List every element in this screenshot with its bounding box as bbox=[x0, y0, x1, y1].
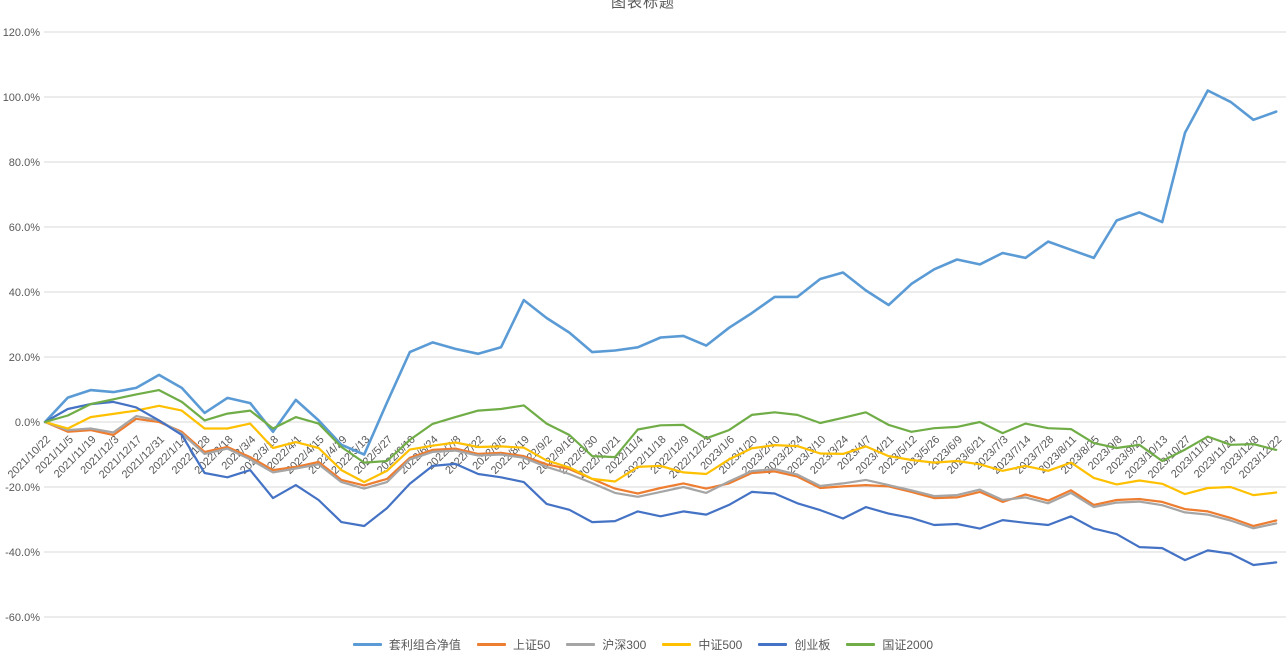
series-line-1 bbox=[43, 417, 1278, 528]
legend-item-0[interactable]: 套利组合净值 bbox=[348, 636, 466, 653]
y-tick-label: -40.0% bbox=[5, 547, 40, 559]
y-tick-label: 60.0% bbox=[9, 222, 40, 234]
y-tick-label: 40.0% bbox=[9, 287, 40, 299]
legend-item-5[interactable]: 国证2000 bbox=[841, 636, 938, 653]
y-tick-label: -60.0% bbox=[5, 612, 40, 624]
chart-legend: 套利组合净值 上证50 沪深300 中证500 创业板 国证2000 bbox=[0, 636, 1286, 653]
legend-label: 中证500 bbox=[698, 638, 743, 652]
legend-label: 创业板 bbox=[794, 638, 831, 652]
legend-label: 沪深300 bbox=[602, 638, 647, 652]
y-tick-label: 100.0% bbox=[3, 92, 41, 104]
legend-swatch bbox=[566, 643, 596, 646]
y-tick-label: 20.0% bbox=[9, 352, 40, 364]
legend-label: 套利组合净值 bbox=[388, 638, 461, 652]
legend-swatch bbox=[662, 643, 692, 646]
legend-label: 上证50 bbox=[512, 638, 551, 652]
legend-item-3[interactable]: 中证500 bbox=[657, 636, 747, 653]
y-tick-label: 120.0% bbox=[3, 27, 41, 39]
y-tick-label: 0.0% bbox=[15, 417, 40, 429]
chart-title: 图表标题 bbox=[610, 0, 675, 11]
legend-swatch bbox=[846, 643, 876, 646]
x-axis-labels: 2021/10/222021/11/52021/11/192021/12/320… bbox=[6, 434, 1285, 481]
series-line-0 bbox=[43, 89, 1278, 456]
series-line-4 bbox=[43, 400, 1278, 567]
legend-item-2[interactable]: 沪深300 bbox=[561, 636, 651, 653]
legend-swatch bbox=[476, 643, 506, 646]
series-line-5 bbox=[43, 389, 1278, 464]
y-tick-label: 80.0% bbox=[9, 157, 40, 169]
y-axis-labels: 120.0% 100.0% 80.0% 60.0% 40.0% 20.0% 0.0% -20.… bbox=[3, 27, 41, 624]
legend-swatch bbox=[758, 643, 788, 646]
legend-item-1[interactable]: 上证50 bbox=[472, 636, 555, 653]
series-line-2 bbox=[43, 415, 1278, 530]
legend-label: 国证2000 bbox=[882, 638, 934, 652]
gridlines bbox=[44, 31, 1286, 618]
series-line-3 bbox=[43, 404, 1278, 497]
y-tick-label: -20.0% bbox=[5, 482, 40, 494]
legend-item-4[interactable]: 创业板 bbox=[753, 636, 835, 653]
legend-swatch bbox=[352, 643, 382, 646]
